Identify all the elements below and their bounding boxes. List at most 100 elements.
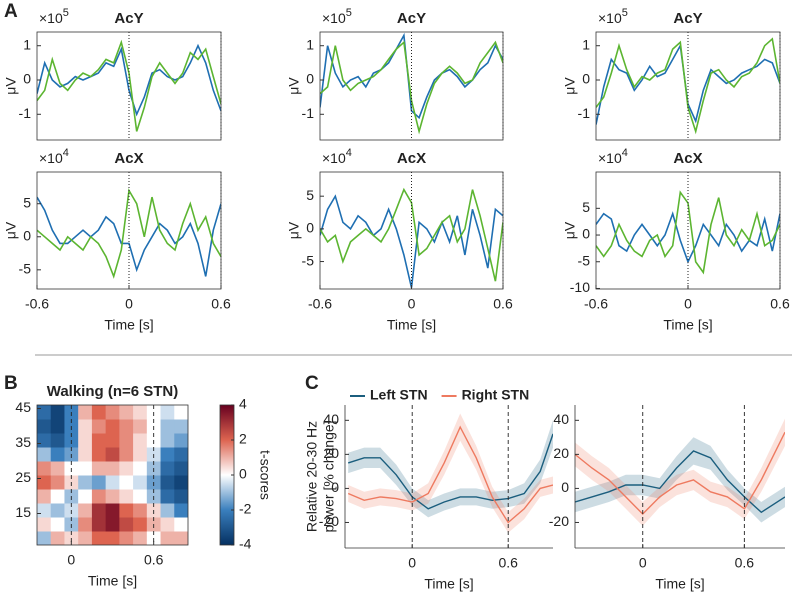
error-band: [348, 420, 553, 518]
data-line: [575, 431, 785, 515]
y-tick-label: 40: [553, 411, 569, 427]
heatmap-cell: [78, 405, 93, 420]
heatmap-cell: [160, 531, 175, 545]
heatmap-cell: [133, 419, 148, 434]
heatmap-cell: [160, 489, 175, 504]
heatmap-cell: [105, 419, 120, 434]
heatmap-cell: [133, 461, 148, 476]
y-tick-label: 0: [306, 220, 314, 236]
heatmap-cell: [50, 475, 65, 490]
heatmap-cell: [133, 517, 148, 532]
y-axis-label: Relative 20-30 Hz: [304, 421, 320, 532]
heatmap-cell: [119, 475, 134, 490]
heatmap-cell: [119, 447, 134, 462]
heatmap-cell: [160, 405, 175, 420]
y-tick-label: 1: [582, 36, 590, 52]
heatmap-cell: [50, 419, 65, 434]
heatmap-cell: [160, 503, 175, 518]
heatmap-cell: [174, 517, 188, 532]
panel-label: A: [4, 1, 18, 22]
heatmap-cell: [160, 475, 175, 490]
heatmap-cell: [119, 503, 134, 518]
heatmap-cell: [119, 489, 134, 504]
colorbar-tick-label: -4: [239, 536, 252, 552]
heatmap-cell: [174, 419, 188, 434]
heatmap-cell: [133, 433, 148, 448]
data-line: [37, 39, 221, 132]
heatmap-cell: [119, 405, 134, 420]
chart-title: Walking (n=6 STN): [47, 383, 179, 400]
axes-box: [36, 31, 222, 141]
plot-area: [575, 418, 785, 526]
chart-title: AcY: [397, 10, 426, 27]
chart-title: AcX: [114, 150, 143, 167]
scale-exponent: 5: [346, 7, 352, 19]
heatmap-cell: [78, 447, 93, 462]
scale-exponent: 4: [63, 147, 69, 159]
x-tick-label: -0.6: [584, 296, 608, 312]
data-line: [37, 196, 221, 277]
data-line: [37, 43, 221, 117]
heatmap-cell: [91, 433, 107, 448]
y-tick-label: 15: [15, 504, 31, 520]
y-tick-label: 0: [561, 479, 569, 495]
heatmap-cell: [174, 461, 188, 476]
heatmap-cell: [91, 531, 107, 545]
axes-box: [595, 31, 781, 141]
heatmap-cell: [78, 531, 93, 545]
scale-base: ×10: [598, 150, 622, 166]
heatmap-cell: [37, 503, 52, 518]
y-tick-label: -5: [302, 252, 315, 268]
y-tick-label: 0: [23, 227, 31, 243]
heatmap-cell: [78, 433, 93, 448]
scale-base: ×10: [322, 150, 346, 166]
heatmap-cell: [105, 447, 120, 462]
panel-label: B: [4, 373, 18, 394]
y-tick-label: 35: [15, 434, 31, 450]
heatmap-cell: [105, 405, 120, 420]
heatmap-cell: [50, 461, 65, 476]
heatmap-cell: [91, 419, 107, 434]
y-tick-label: 0: [331, 479, 339, 495]
x-axis-label: Time [s]: [387, 317, 436, 333]
heatmap-cell: [105, 503, 120, 518]
y-tick-label: -5: [19, 261, 32, 277]
panel-label: C: [305, 373, 319, 394]
y-axis-label: μV: [286, 77, 302, 95]
heatmap-cell: [133, 531, 148, 545]
axes-box: [319, 31, 504, 141]
heatmap-cell: [91, 489, 107, 504]
y-tick-label: 1: [23, 36, 31, 52]
heatmap-cell: [174, 405, 188, 420]
x-tick-label: 0.6: [144, 552, 164, 568]
scale-exponent: 5: [63, 7, 69, 19]
heatmap-cell: [37, 461, 52, 476]
data-line: [320, 40, 503, 135]
y-axis-label: μV: [286, 221, 302, 239]
heatmap-cell: [174, 475, 188, 490]
y-tick-label: -5: [578, 252, 591, 268]
scale-label: ×105: [598, 7, 628, 26]
heatmap-cell: [37, 447, 52, 462]
x-tick-label: -0.6: [308, 296, 332, 312]
y-tick-label: 25: [15, 469, 31, 485]
colorbar-label: t-scores: [257, 450, 273, 500]
heatmap-cell: [119, 433, 134, 448]
heatmap-cell: [174, 489, 188, 504]
x-tick-label: 0.6: [770, 296, 790, 312]
y-axis-label: power [% change]: [321, 420, 337, 532]
heatmap-cell: [91, 461, 107, 476]
heatmap-cell: [37, 433, 52, 448]
colorbar-tick-label: 4: [239, 396, 247, 412]
x-axis-label: Time [s]: [663, 317, 712, 333]
x-tick-label: 0: [684, 296, 692, 312]
y-tick-label: 0: [23, 71, 31, 87]
scale-label: ×105: [322, 7, 352, 26]
scale-label: ×104: [322, 147, 352, 166]
heatmap-cell: [119, 461, 134, 476]
y-axis-label: μV: [562, 77, 578, 95]
heatmap-cell: [133, 405, 148, 420]
heatmap-cell: [160, 419, 175, 434]
heatmap-cell: [105, 517, 120, 532]
